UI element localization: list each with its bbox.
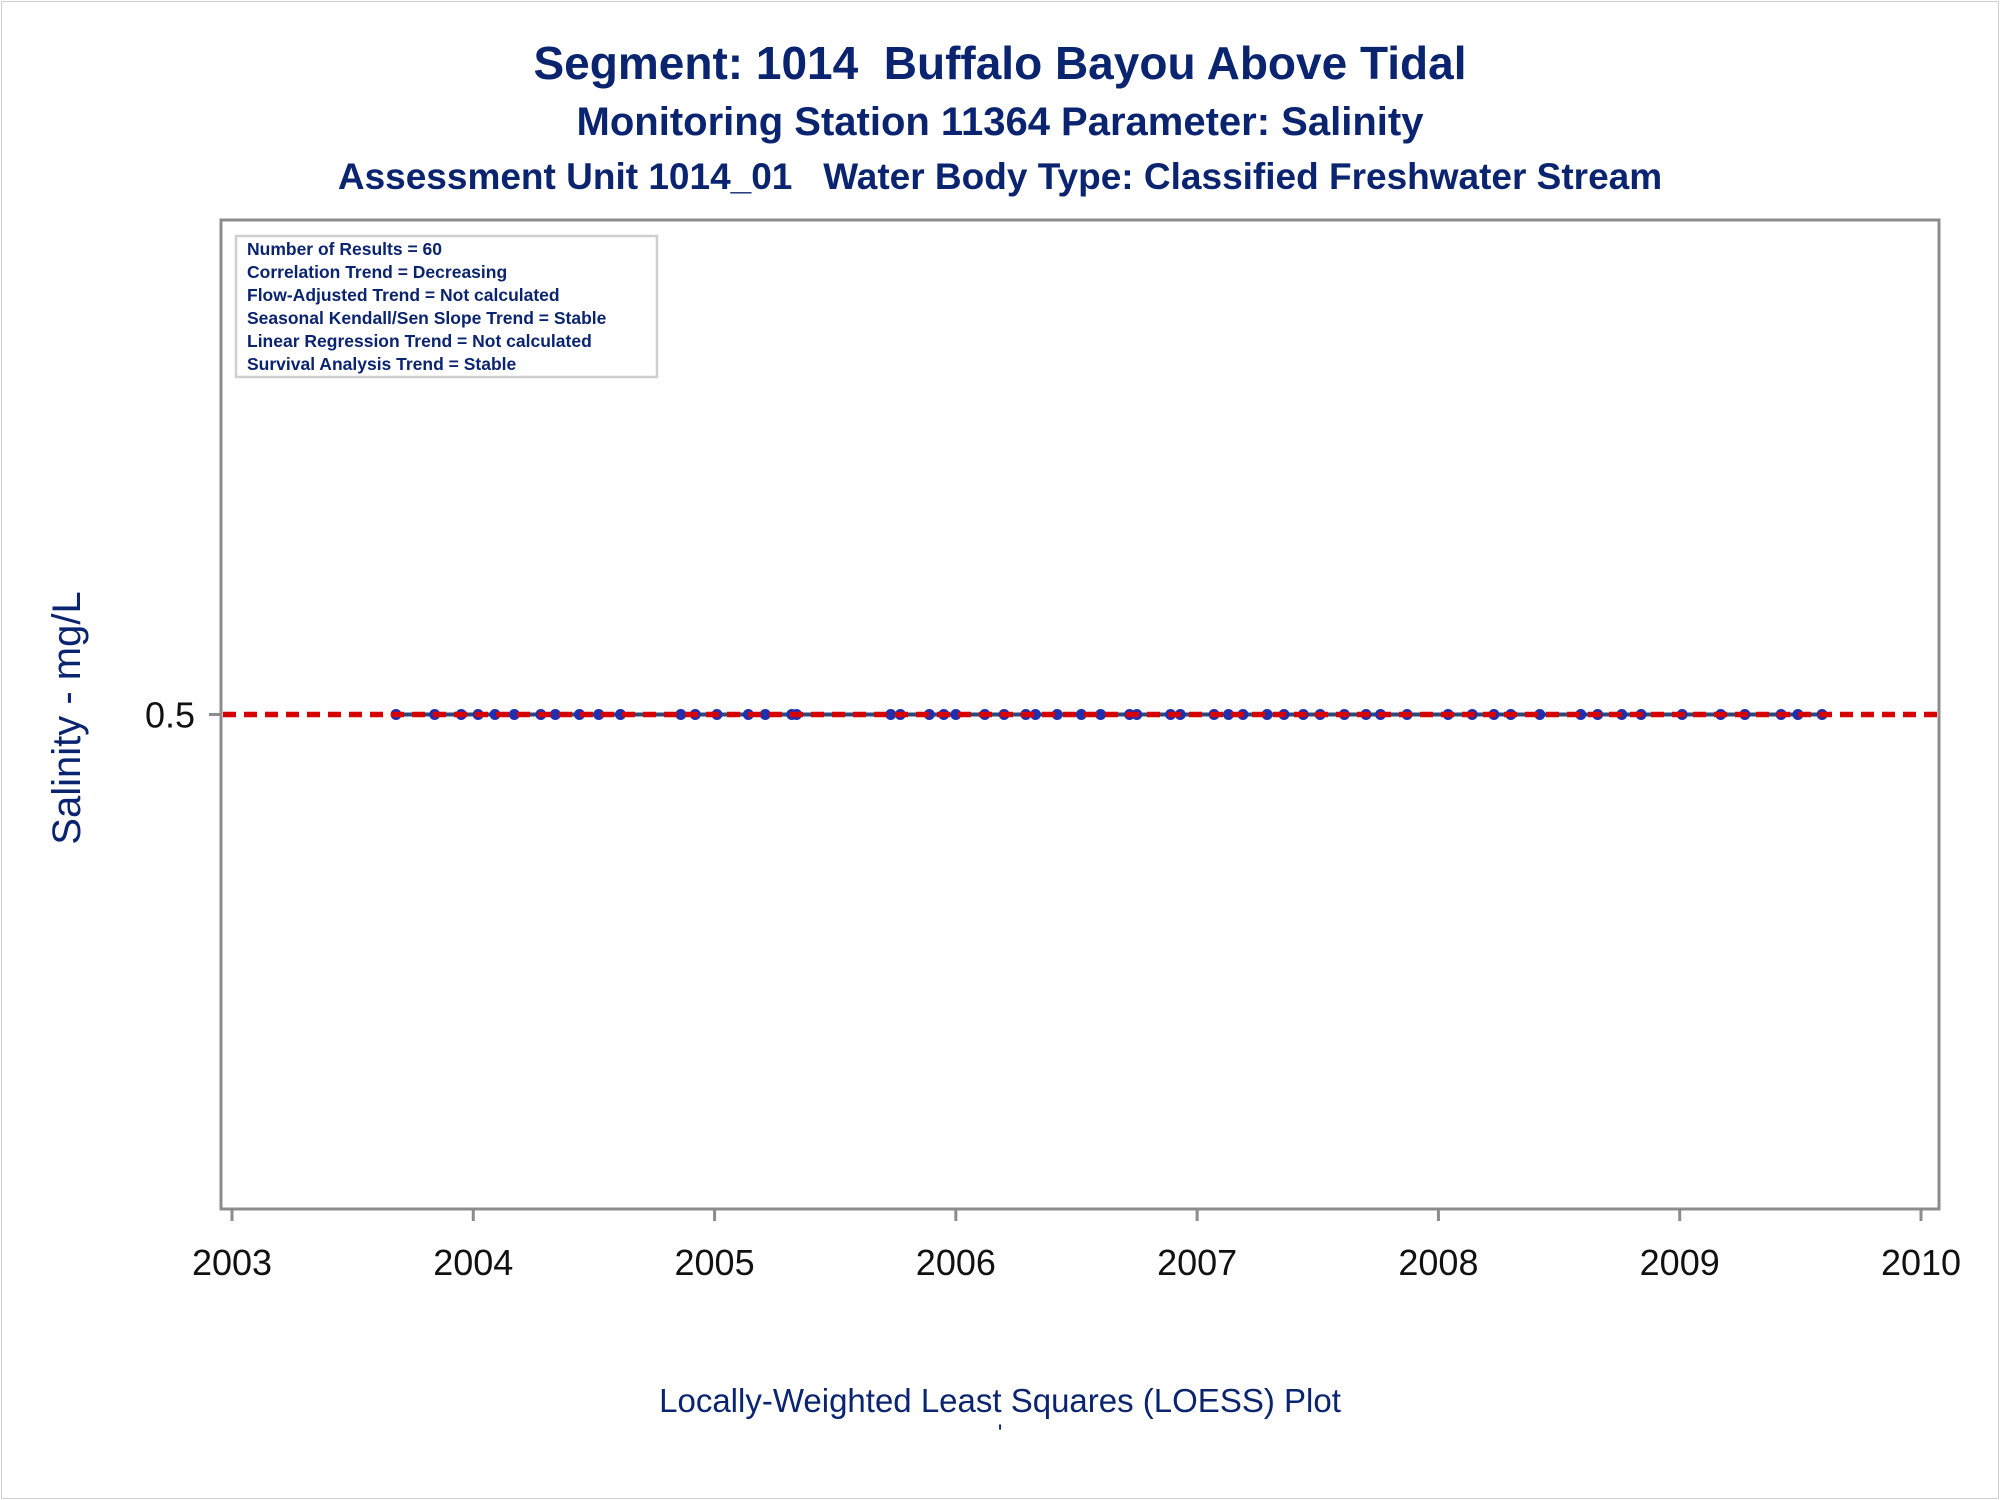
chart-subtitle-assessment: Assessment Unit 1014_01 Water Body Type:… [337,156,1663,197]
stats-number-of-results: Number of Results = 60 [247,239,442,259]
footnote-mark: ' [997,1420,1003,1447]
stats-flow-adjusted-trend: Flow-Adjusted Trend = Not calculated [247,285,560,305]
stats-seasonal-kendall-trend: Seasonal Kendall/Sen Slope Trend = Stabl… [247,308,607,328]
stats-survival-analysis-trend: Survival Analysis Trend = Stable [247,354,517,374]
x-axis: 2003 2004 2005 2006 2007 2008 2009 2010 [192,1209,1961,1283]
stats-linear-regression-trend: Linear Regression Trend = Not calculated [247,331,592,351]
x-tick-label-2007: 2007 [1157,1242,1237,1283]
stats-box-border [234,234,659,379]
y-axis-label: Salinity - mg/L [45,591,89,844]
data-point [759,709,771,720]
chart-subtitle-station: Monitoring Station 11364 Parameter: Sali… [576,100,1424,144]
y-axis: 0.5 [145,695,221,736]
x-tick-label-2003: 2003 [192,1242,272,1283]
x-tick-label-2004: 2004 [433,1242,513,1283]
stats-correlation-trend: Correlation Trend = Decreasing [247,262,507,282]
x-tick-label-2008: 2008 [1398,1242,1478,1283]
x-tick-label-2010: 2010 [1881,1242,1961,1283]
x-tick-label-2005: 2005 [675,1242,755,1283]
stats-box: Number of Results = 60 Correlation Trend… [234,234,659,379]
x-tick-label-2009: 2009 [1640,1242,1720,1283]
x-tick-label-2006: 2006 [916,1242,996,1283]
y-tick-label-0.5: 0.5 [145,695,195,736]
footnote-plot-type: Locally-Weighted Least Squares (LOESS) P… [659,1382,1341,1419]
data-point [1095,709,1107,720]
data-point [675,709,687,720]
chart-title: Segment: 1014 Buffalo Bayou Above Tidal [533,37,1467,89]
data-point [885,709,897,720]
data-point [549,709,561,720]
